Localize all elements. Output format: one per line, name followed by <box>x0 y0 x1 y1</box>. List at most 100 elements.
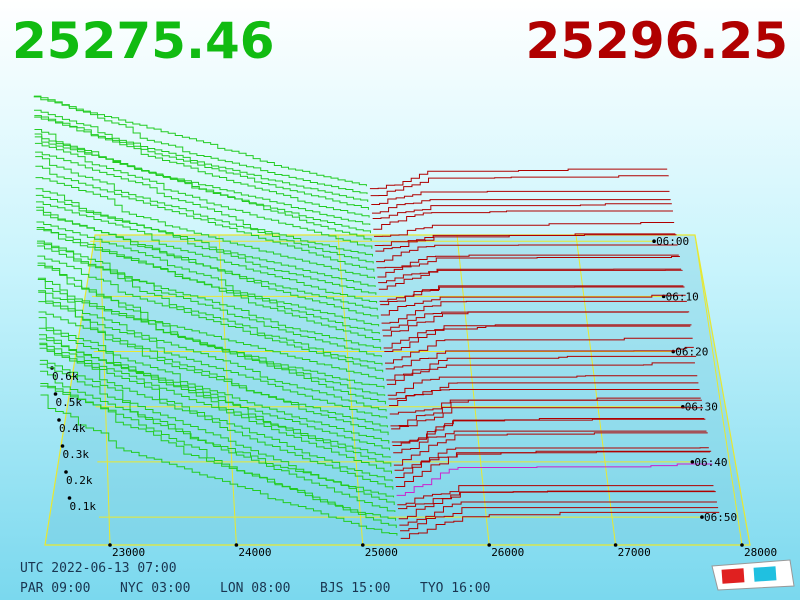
bid-curve <box>36 242 382 350</box>
ask-curve <box>370 175 669 197</box>
ask-curve <box>381 300 687 324</box>
ask-curve <box>374 222 675 237</box>
volume-tick <box>60 444 65 448</box>
volume-tick-label: 0.3k <box>63 448 90 461</box>
volume-tick <box>64 470 68 474</box>
ask-curve <box>386 362 695 381</box>
ask-curve <box>378 269 683 290</box>
time-tick-label: 06:50 <box>704 511 737 524</box>
price-tick <box>487 543 492 547</box>
ask-curve <box>397 485 714 506</box>
price-tick <box>613 543 618 547</box>
ask-curve <box>393 430 707 454</box>
bid-curve <box>35 177 376 279</box>
time-tick <box>690 460 695 464</box>
bid-curve <box>37 255 384 373</box>
price-tick-label: 27000 <box>618 546 651 559</box>
bid-curve <box>38 290 387 412</box>
price-tick-label: 26000 <box>491 546 524 559</box>
ask-curve <box>376 244 678 263</box>
ask-curve <box>400 507 719 532</box>
bid-curve <box>35 201 378 304</box>
ask-curve <box>372 203 672 220</box>
ask-curve <box>376 254 679 269</box>
bid-curve <box>35 165 375 272</box>
utc-time: UTC 2022-06-13 07:00 <box>20 561 177 576</box>
price-tick <box>108 543 112 547</box>
volume-tick <box>53 392 58 396</box>
ask-curve <box>384 324 692 353</box>
bid-curve <box>38 327 390 451</box>
volume-tick-label: 0.2k <box>66 474 93 487</box>
ask-curve <box>391 407 704 430</box>
bid-curve <box>39 359 395 506</box>
bid-curve <box>35 194 377 295</box>
price-tick <box>740 543 744 547</box>
bid-curve <box>40 394 398 536</box>
bid-curve <box>40 383 397 528</box>
volume-tick-label: 0.1k <box>70 500 97 513</box>
ask-curve <box>371 199 671 214</box>
ask-curve <box>398 491 716 520</box>
ask-curve <box>382 311 690 337</box>
price-tick-label: 24000 <box>238 546 271 559</box>
price-grid-line <box>99 234 111 546</box>
price-grid-line <box>337 234 364 546</box>
depth-curves <box>33 95 720 539</box>
time-tick-label: 06:10 <box>666 290 699 303</box>
ask-curve <box>385 346 694 370</box>
ask-curve <box>380 294 686 316</box>
bid-curve <box>39 363 395 498</box>
bid-curve <box>34 109 369 202</box>
volume-tick-label: 0.5k <box>56 396 83 409</box>
ask-curve <box>384 337 693 364</box>
bid-curve <box>35 188 376 287</box>
city-time: PAR 09:00 <box>20 581 90 596</box>
ask-price: 25296.25 <box>525 12 788 70</box>
ask-curve <box>389 389 700 407</box>
bid-curve <box>38 317 390 444</box>
ask-curve <box>375 234 677 252</box>
ask-curve <box>400 511 720 539</box>
time-tick <box>652 239 656 243</box>
ask-curve <box>380 286 685 306</box>
ask-curve <box>399 501 717 526</box>
bid-curve <box>34 136 372 241</box>
bid-curve <box>37 277 386 405</box>
bid-curve <box>34 128 371 225</box>
time-tick-label: 06:20 <box>675 346 708 359</box>
ask-curve <box>371 190 670 206</box>
bid-curve <box>37 278 386 396</box>
volume-tick <box>67 496 72 500</box>
bid-curve <box>40 370 396 512</box>
city-time: NYC 03:00 <box>120 581 190 596</box>
city-time: LON 08:00 <box>220 581 290 596</box>
ask-curve <box>388 382 699 400</box>
ask-curve <box>393 432 708 466</box>
axis-labels: 23000 24000 25000 26000 27000 28000 06:00 06:10… <box>20 235 777 596</box>
ask-curve <box>374 233 676 246</box>
ask-curve <box>373 210 673 230</box>
bid-curve <box>35 156 374 264</box>
ask-curve <box>369 168 668 190</box>
ask-curve <box>390 399 702 427</box>
city-time: BJS 15:00 <box>320 581 390 596</box>
bid-price: 25275.46 <box>12 12 275 70</box>
volume-tick <box>57 418 61 422</box>
city-time: TYO 16:00 <box>420 581 490 596</box>
price-tick <box>361 543 365 547</box>
ask-curve <box>377 256 680 278</box>
price-tick-label: 23000 <box>112 546 145 559</box>
price-grid-line <box>694 234 743 546</box>
volume-tick-label: 0.4k <box>59 422 86 435</box>
price-tick <box>234 543 239 547</box>
time-tick-label: 06:00 <box>656 235 689 248</box>
bid-curve <box>33 95 368 195</box>
bid-curve <box>39 347 394 490</box>
bid-curve <box>36 221 380 327</box>
bid-curve <box>34 115 370 218</box>
ask-curve <box>383 325 691 349</box>
volume-tick-label: 0.6k <box>52 370 79 383</box>
